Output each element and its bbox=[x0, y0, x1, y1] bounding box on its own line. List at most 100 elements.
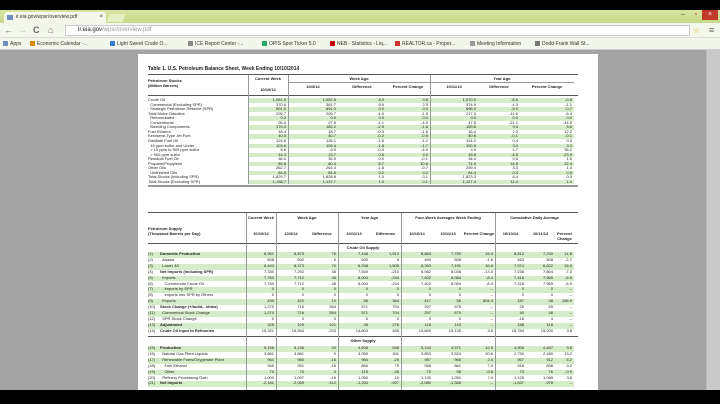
scrollbar[interactable] bbox=[706, 50, 720, 390]
table2-row-label: Refinery Processing Gain bbox=[160, 374, 208, 380]
table2-cell: 3,050 bbox=[357, 350, 368, 356]
table2-cell: 143 bbox=[454, 321, 461, 327]
table1-col-header: 10/3/14 bbox=[306, 84, 320, 89]
table2-cell: 0 bbox=[428, 286, 431, 292]
table2-cell: -- bbox=[490, 321, 493, 327]
table2-cell: 1,513 bbox=[388, 251, 399, 256]
table2-cell: 0 bbox=[301, 286, 304, 292]
bookmark-item[interactable]: Economic Calendar -... bbox=[30, 38, 88, 50]
bookmark-item[interactable]: Meeting Information bbox=[470, 38, 521, 50]
reload-icon[interactable]: C bbox=[33, 25, 40, 35]
column-divider bbox=[276, 213, 277, 393]
minimize-button[interactable]: – bbox=[681, 11, 685, 18]
table2-col-header: 10/10/14 bbox=[253, 231, 269, 236]
close-tab-icon[interactable]: × bbox=[99, 14, 103, 20]
table1-cell: 217.3 bbox=[465, 110, 476, 116]
table2-cell: 6.2 bbox=[566, 356, 572, 362]
table2-cell: 7.0 bbox=[487, 362, 493, 368]
bookmark-item[interactable]: REALTOR.ca - Proper... bbox=[395, 38, 455, 50]
table2-cell: 4,906 bbox=[513, 345, 524, 350]
address-bar[interactable]: ir.eia.gov/wpsr/overview.pdf bbox=[65, 25, 690, 36]
menu-icon[interactable]: ≡ bbox=[709, 25, 715, 35]
table1-cell: 3.0 bbox=[512, 142, 518, 148]
table1-cell: 1,138.7 bbox=[272, 178, 286, 184]
table2-cell: 5,143 bbox=[420, 345, 431, 350]
bookmark-item[interactable]: Apps bbox=[3, 38, 21, 50]
table2-cell: 5,136 bbox=[293, 345, 304, 350]
table1-cell: 6.6 bbox=[280, 147, 286, 153]
table2-cell: -- bbox=[569, 380, 572, 386]
new-tab-button[interactable] bbox=[106, 14, 126, 22]
table2-cell: -978 bbox=[544, 380, 553, 386]
table2-cell: 76 bbox=[331, 251, 336, 256]
table1-cell: -1.7 bbox=[421, 142, 428, 148]
table1-cell: 691.0 bbox=[275, 106, 286, 112]
bookmark-item[interactable]: Light Sweet Crude O... bbox=[110, 38, 168, 50]
bookmark-icon bbox=[395, 41, 400, 46]
table2-cell: 4 bbox=[550, 315, 553, 321]
table1-cell: -5.0 bbox=[511, 106, 518, 112]
bookmark-item[interactable]: Dodd-Frank Wall St... bbox=[535, 38, 590, 50]
table1-cell: -1.6 bbox=[421, 124, 428, 130]
forward-icon[interactable]: → bbox=[18, 25, 27, 35]
table2-cell: 485 bbox=[392, 327, 399, 333]
table1-cell: -5.4 bbox=[565, 110, 572, 116]
table2-cell: -46 bbox=[393, 368, 399, 374]
row-band bbox=[248, 179, 574, 185]
table1-cell: -8.6 bbox=[511, 97, 518, 102]
table2-col-header: 10/11/13 bbox=[440, 231, 456, 236]
table2-cell: 15,135 bbox=[448, 327, 461, 333]
table1-cell: 27.5 bbox=[328, 119, 336, 125]
table2-cell: 571 bbox=[361, 310, 368, 315]
table2-cell: -2.7 bbox=[565, 256, 572, 262]
table2-cell: -1.6 bbox=[486, 256, 493, 262]
table1-cell: 14.3 bbox=[278, 151, 286, 157]
back-icon[interactable]: ← bbox=[4, 25, 13, 35]
table1-row-label: Crude Oil bbox=[148, 97, 165, 102]
table2-row-label: Renewable Fuels/Oxygenate Plant bbox=[160, 356, 224, 362]
row-band bbox=[148, 299, 574, 306]
table1-cell: 0.0 bbox=[378, 115, 384, 121]
bookmark-star-icon[interactable]: ☆ bbox=[693, 26, 701, 35]
table2-col-header: Difference bbox=[375, 231, 396, 236]
close-window-button[interactable]: × bbox=[702, 10, 718, 20]
table1-row-label: Unfinished Oils bbox=[148, 169, 178, 175]
row-band bbox=[148, 287, 574, 294]
table2-cell: 958 bbox=[424, 362, 431, 368]
maximize-button[interactable]: ▫ bbox=[694, 11, 698, 18]
table1-row-label: Strategic Petroleum Reserve (SPR) bbox=[148, 106, 214, 112]
bookmark-item[interactable]: ICE Report Center -... bbox=[188, 38, 243, 50]
table2-cell: 554 bbox=[329, 304, 336, 310]
bookmark-item[interactable]: OPIS Spot Ticker 5.0 bbox=[262, 38, 316, 50]
browser-tab[interactable]: ir.eia.gov/wpsr/overview.pdf × bbox=[4, 12, 106, 23]
table2-group-header: Four-Week Averages Week Ending bbox=[415, 215, 481, 220]
row-number: (3) bbox=[148, 262, 153, 268]
row-band bbox=[148, 381, 574, 388]
table1-cell: 0.0 bbox=[378, 106, 384, 112]
table1-cell: 0.4 bbox=[512, 169, 518, 175]
bookmark-label: REALTOR.ca - Proper... bbox=[402, 41, 456, 47]
table2-cell: 221 bbox=[329, 321, 336, 327]
table2-row-label: Production bbox=[160, 345, 182, 350]
column-divider bbox=[288, 75, 289, 184]
table2-cell: 8,883 bbox=[420, 251, 431, 256]
table1-cell: 1,823.3 bbox=[462, 174, 476, 180]
table1-row-label: Conventional bbox=[148, 119, 174, 125]
table2-cell: 1,000 bbox=[263, 374, 274, 380]
table1-cell: 1.0 bbox=[378, 178, 384, 184]
home-icon[interactable]: ⌂ bbox=[48, 25, 54, 35]
row-number: (7) bbox=[148, 286, 153, 292]
table1-cell: -11.6 bbox=[509, 110, 518, 116]
table2-cell: 704 bbox=[392, 310, 399, 315]
table2-cell: 463 bbox=[517, 256, 524, 262]
row-band bbox=[248, 143, 574, 149]
table1-cell: 1.6 bbox=[566, 156, 572, 162]
table2-cell: 297 bbox=[424, 310, 431, 315]
bookmark-item[interactable]: NEB - Statistics - Liq... bbox=[330, 38, 387, 50]
table1-cell: -2.9 bbox=[377, 124, 384, 130]
table2-cell: 951 bbox=[297, 362, 304, 368]
table2-cell: 8 bbox=[396, 256, 399, 262]
table1-cell: -23.9 bbox=[562, 151, 572, 157]
table2-cell: 3,861 bbox=[293, 350, 304, 356]
url-domain: ir.eia.gov bbox=[78, 27, 103, 33]
